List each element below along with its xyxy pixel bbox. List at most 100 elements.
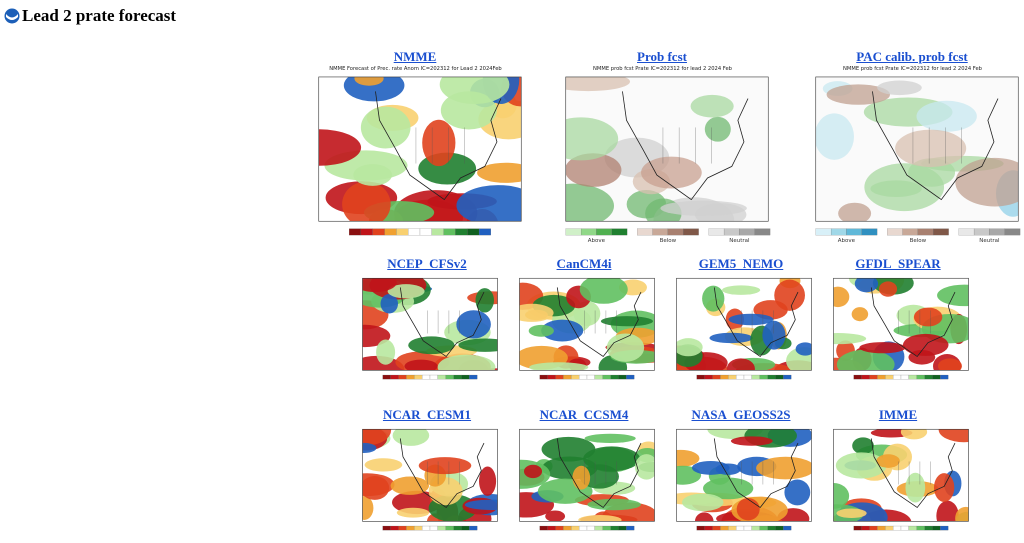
forecast-map[interactable] (509, 270, 659, 388)
colorbar-cell (611, 228, 627, 236)
model-link[interactable]: PAC calib. prob fcst (856, 49, 968, 64)
anomaly-blob (408, 336, 455, 355)
anomaly-blob (600, 316, 653, 327)
colorbar-cell (478, 228, 491, 236)
colorbar-cell (618, 525, 627, 531)
colorbar-cell (743, 374, 752, 380)
colorbar-cell (900, 374, 909, 380)
colorbar-cell (736, 525, 745, 531)
colorbar-cell (877, 374, 886, 380)
colorbar-cell (877, 525, 886, 531)
legend-label: Neutral (729, 238, 750, 244)
anomaly-blob (541, 436, 596, 462)
anomaly-blob (833, 333, 867, 345)
forecast-map[interactable] (666, 270, 816, 388)
anomaly-blob (859, 342, 906, 354)
anomaly-blob (933, 473, 955, 502)
anomaly-blob (659, 200, 747, 216)
colorbar-cell (390, 525, 399, 531)
colorbar-cell (908, 525, 917, 531)
anomaly-blob (955, 506, 969, 522)
colorbar-cell (602, 525, 611, 531)
model-link[interactable]: GFDL_SPEAR (855, 256, 941, 271)
map-frame (519, 428, 655, 522)
model-link[interactable]: GEM5_NEMO (698, 256, 784, 271)
map-field (833, 278, 969, 371)
map-frame (564, 76, 769, 222)
colorbar-cell (453, 374, 462, 380)
colorbar-cell (586, 525, 595, 531)
colorbar-cell (454, 228, 467, 236)
colorbar-cell (916, 525, 925, 531)
forecast-map[interactable]: NMME prob fcst Prate IC=202312 for lead … (550, 64, 775, 249)
model-link[interactable]: NCAR_CCSM4 (539, 407, 629, 422)
model-link[interactable]: CanCM4i (556, 256, 612, 271)
map-field (519, 429, 655, 522)
anomaly-blob (421, 119, 455, 167)
colorbar-cell (901, 228, 918, 236)
anomaly-blob (456, 310, 491, 339)
colorbar-cell (469, 374, 478, 380)
anomaly-blob (878, 281, 898, 297)
model-link[interactable]: NCEP_CFSv2 (387, 256, 467, 271)
anomaly-blob (343, 76, 404, 102)
colorbar-cell (988, 228, 1005, 236)
colorbar-cell (885, 525, 894, 531)
model-link[interactable]: Prob fcst (637, 49, 687, 64)
colorbar-cell (869, 374, 878, 380)
colorbar-cell (580, 228, 597, 236)
colorbar-cell (398, 374, 407, 380)
colorbar-cell (908, 374, 917, 380)
colorbar-cell (759, 525, 768, 531)
forecast-map[interactable] (823, 270, 973, 388)
colorbar-cell (767, 525, 776, 531)
map-caption: NMME prob fcst Prate IC=202312 for lead … (593, 66, 733, 72)
anomaly-blob (362, 473, 395, 497)
colorbar-cell (443, 228, 456, 236)
anomaly-blob (362, 495, 374, 520)
colorbar-cell (547, 374, 556, 380)
colorbar-cell (422, 525, 431, 531)
forecast-map[interactable] (666, 421, 816, 539)
colorbar-cell (775, 525, 784, 531)
colorbar-cell (759, 374, 768, 380)
colorbar-cell (767, 374, 776, 380)
anomaly-blob (690, 94, 734, 118)
colorbar-cell (395, 228, 408, 236)
anomaly-blob (464, 499, 498, 510)
anomaly-blob (852, 437, 874, 455)
anomaly-blob (418, 457, 472, 475)
colorbar-cell (973, 228, 990, 236)
forecast-map[interactable] (352, 421, 502, 539)
forecast-map[interactable] (823, 421, 973, 539)
anomaly-blob (392, 429, 430, 446)
anomaly-blob (815, 113, 854, 160)
anomaly-blob (565, 153, 621, 187)
forecast-map[interactable]: NMME Forecast of Prec. rate Anom IC=2023… (303, 64, 528, 249)
colorbar-cell (406, 525, 415, 531)
forecast-map[interactable]: NMME prob fcst Prate IC=202312 for lead … (800, 64, 1024, 249)
colorbar-cell (406, 374, 415, 380)
forecast-map[interactable] (352, 270, 502, 388)
anomaly-blob (455, 185, 521, 222)
anomaly-blob (404, 359, 438, 371)
map-frame (814, 76, 1019, 222)
anomaly-blob (826, 84, 890, 105)
anomaly-blob (691, 460, 730, 475)
colorbar-cell (372, 228, 385, 236)
map-field (362, 429, 498, 522)
forecast-map[interactable] (509, 421, 659, 539)
model-link[interactable]: NCAR_CESM1 (382, 407, 472, 422)
model-link[interactable]: IMME (878, 407, 918, 422)
map-frame (676, 428, 812, 522)
colorbar-cell (595, 228, 612, 236)
colorbar-cell (682, 228, 699, 236)
model-link[interactable]: NASA_GEOSS2S (691, 407, 791, 422)
colorbar-cell (940, 525, 949, 531)
colorbar-cell (563, 374, 572, 380)
anomaly-blob (876, 80, 922, 96)
colorbar-cell (723, 228, 740, 236)
model-link[interactable]: NMME (393, 49, 437, 64)
colorbar-cell (636, 228, 653, 236)
colorbar-cell (466, 228, 479, 236)
